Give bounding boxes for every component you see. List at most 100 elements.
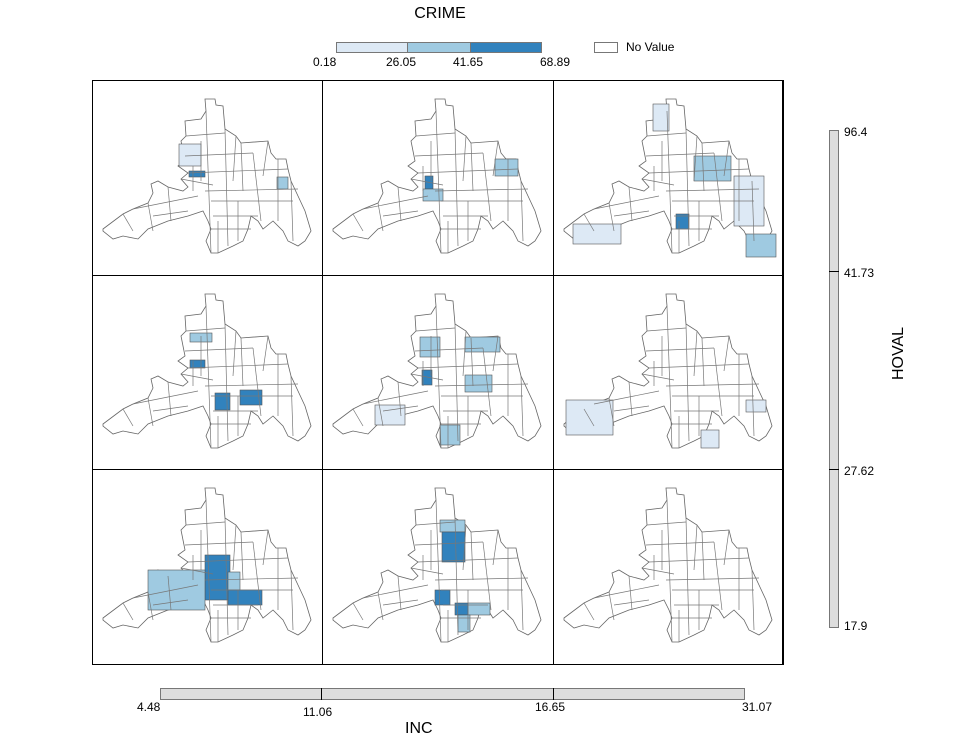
tract-boundary: [751, 375, 755, 437]
map-panel-r0-c2[interactable]: [553, 80, 784, 276]
tract-boundary: [377, 591, 384, 621]
inc-tick-label: 4.48: [137, 700, 161, 714]
inc-tick-label: 16.65: [535, 700, 566, 714]
highlighted-region[interactable]: [700, 429, 720, 449]
tract-boundary: [608, 591, 615, 621]
tract-boundary: [583, 408, 595, 427]
highlighted-region[interactable]: [439, 424, 461, 446]
tract-boundary: [204, 383, 299, 387]
map-panel-r0-c1[interactable]: [322, 80, 554, 276]
tract-boundary: [593, 584, 660, 599]
highlighted-region[interactable]: [565, 399, 614, 436]
tract-boundary: [377, 397, 384, 427]
tract-boundary: [482, 347, 492, 417]
tract-boundary: [122, 602, 134, 621]
tract-boundary: [417, 557, 519, 563]
tract-boundary: [462, 524, 467, 571]
tract-boundary: [397, 575, 402, 611]
highlighted-region[interactable]: [464, 374, 493, 393]
tract-boundary: [665, 383, 760, 387]
tract-boundary: [362, 195, 429, 210]
tract-boundary: [232, 330, 237, 377]
tract-boundary: [608, 202, 615, 232]
region-outline: [563, 98, 773, 254]
tract-boundary: [693, 330, 698, 377]
tract-boundary: [147, 397, 154, 427]
tract-boundary: [147, 591, 154, 621]
tract-boundary: [462, 135, 467, 182]
tract-boundary: [232, 135, 237, 182]
map-title: CRIME: [414, 5, 466, 22]
tract-boundary: [132, 195, 199, 210]
tract-boundary: [224, 517, 229, 636]
highlighted-region[interactable]: [227, 571, 241, 591]
highlighted-region[interactable]: [572, 223, 622, 245]
tract-boundary: [240, 531, 244, 581]
legend-break: 26.05: [386, 55, 417, 69]
tract-boundary: [290, 569, 294, 631]
highlighted-region[interactable]: [422, 188, 444, 202]
highlighted-region[interactable]: [434, 589, 451, 606]
highlighted-region[interactable]: [745, 233, 777, 258]
highlighted-region[interactable]: [421, 369, 433, 386]
tract-boundary: [152, 599, 189, 606]
tract-boundary: [665, 577, 760, 581]
tract-boundary: [648, 168, 750, 174]
highlighted-region[interactable]: [227, 589, 263, 606]
tract-boundary: [224, 323, 229, 442]
tract-boundary: [470, 142, 474, 192]
highlighted-region[interactable]: [652, 103, 670, 132]
highlighted-region[interactable]: [374, 404, 406, 426]
tract-boundary: [648, 557, 750, 563]
map-panel-r0-c0[interactable]: [92, 80, 323, 276]
tract-boundary: [628, 381, 633, 417]
tract-boundary: [462, 330, 467, 377]
tract-boundary: [290, 180, 294, 242]
hoval-tick: [829, 469, 839, 470]
highlighted-region[interactable]: [441, 531, 466, 563]
map-panel-r2-c0[interactable]: [92, 469, 323, 665]
highlighted-region[interactable]: [439, 519, 466, 533]
tract-boundary: [583, 213, 595, 232]
highlighted-region[interactable]: [214, 392, 231, 411]
map-panel-r1-c0[interactable]: [92, 275, 323, 470]
hoval-tick-label: 96.4: [844, 125, 868, 139]
highlighted-region[interactable]: [419, 336, 441, 358]
tract-boundary: [204, 577, 299, 581]
map-panel-r1-c1[interactable]: [322, 275, 554, 470]
tract-boundary: [482, 152, 492, 222]
legend-break: 68.89: [540, 55, 571, 69]
hoval-tick-label: 27.62: [844, 464, 875, 478]
tract-boundary: [410, 373, 444, 381]
map-panel-r1-c2[interactable]: [553, 275, 784, 470]
hoval-tick: [829, 271, 839, 272]
hoval-tick-label: 41.73: [844, 266, 875, 280]
tract-boundary: [252, 541, 262, 611]
highlighted-region[interactable]: [178, 143, 202, 167]
highlighted-region[interactable]: [464, 336, 501, 353]
tract-boundary: [410, 567, 444, 575]
tract-boundary: [382, 210, 419, 217]
highlighted-region[interactable]: [494, 158, 519, 177]
tract-boundary: [628, 575, 633, 611]
highlighted-region[interactable]: [239, 389, 263, 406]
highlighted-region[interactable]: [693, 155, 732, 182]
highlighted-region[interactable]: [147, 569, 206, 611]
map-panel-r2-c2[interactable]: [553, 469, 784, 665]
highlighted-region[interactable]: [188, 170, 206, 178]
tract-boundary: [132, 390, 199, 405]
tract-boundary: [180, 567, 214, 575]
inc-tick-label: 11.06: [303, 705, 333, 719]
tract-boundary: [613, 405, 650, 412]
tract-boundary: [352, 602, 364, 621]
tract-boundary: [232, 524, 237, 571]
tract-boundary: [613, 210, 650, 217]
map-panel-r2-c1[interactable]: [322, 469, 554, 665]
highlighted-region[interactable]: [189, 359, 206, 369]
legend-class-1: [336, 42, 408, 53]
tract-boundary: [434, 383, 529, 387]
tract-boundary: [693, 524, 698, 571]
highlighted-region[interactable]: [745, 399, 767, 413]
highlighted-region[interactable]: [276, 176, 289, 190]
tract-boundary: [434, 188, 529, 192]
